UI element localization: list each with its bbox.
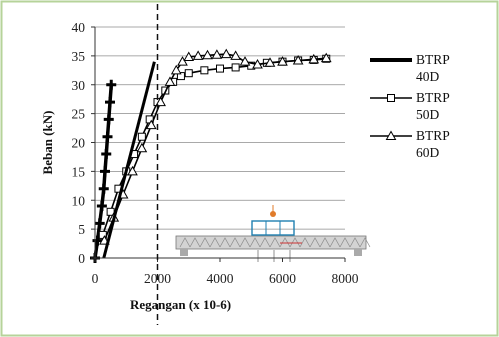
legend-label: 50D bbox=[416, 107, 440, 122]
x-tick-label: 8000 bbox=[332, 271, 359, 286]
y-tick-label: 20 bbox=[72, 136, 86, 151]
data-point bbox=[176, 72, 185, 81]
data-point bbox=[145, 119, 157, 130]
y-tick-label: 40 bbox=[72, 20, 86, 35]
data-point bbox=[202, 49, 213, 60]
data-point bbox=[106, 207, 115, 216]
inset-truss-segment bbox=[349, 237, 361, 248]
data-point bbox=[308, 53, 320, 64]
data-point bbox=[103, 114, 114, 125]
inset-truss-segment bbox=[239, 237, 251, 248]
inset-truss-segment bbox=[179, 237, 191, 248]
y-axis-title: Beban (kN) bbox=[40, 111, 55, 175]
inset-beam bbox=[175, 235, 367, 250]
legend-item: BTRP 50D bbox=[370, 90, 450, 122]
legend-label: 40D bbox=[416, 69, 440, 84]
y-tick-label: 30 bbox=[72, 78, 86, 93]
inset-support-right bbox=[354, 249, 362, 256]
data-point bbox=[200, 66, 209, 75]
data-point bbox=[183, 51, 195, 62]
inset-support-left bbox=[180, 249, 188, 256]
inset-truss-segment bbox=[279, 237, 291, 248]
legend-label: BTRP bbox=[416, 52, 450, 67]
inset-truss-segment bbox=[219, 237, 231, 248]
inset-truss-segment bbox=[299, 237, 311, 248]
inset-truss-segment bbox=[329, 237, 341, 248]
series-4 bbox=[102, 61, 156, 259]
x-tick-label: 4000 bbox=[207, 271, 234, 286]
series-3 bbox=[99, 48, 332, 245]
data-point bbox=[96, 201, 107, 212]
data-point bbox=[102, 131, 113, 142]
y-tick-label: 25 bbox=[72, 107, 86, 122]
x-tick-label: 6000 bbox=[269, 271, 296, 286]
legend-label: BTRP bbox=[416, 90, 450, 105]
inset-truss-segment bbox=[359, 237, 371, 248]
data-point bbox=[184, 69, 193, 78]
y-tick-label: 5 bbox=[78, 222, 85, 237]
data-point bbox=[211, 49, 223, 59]
data-point bbox=[94, 218, 105, 229]
y-tick-label: 15 bbox=[72, 164, 86, 179]
inset-truss-segment bbox=[189, 237, 201, 248]
series-line bbox=[102, 61, 156, 259]
data-point bbox=[98, 183, 109, 194]
data-point bbox=[239, 56, 251, 66]
inset-load-point bbox=[270, 211, 276, 217]
data-point bbox=[216, 64, 224, 73]
data-point bbox=[100, 166, 110, 177]
data-point bbox=[137, 132, 146, 141]
inset-truss-segment bbox=[269, 237, 281, 248]
data-point bbox=[292, 54, 304, 65]
inset-truss-segment bbox=[209, 237, 221, 248]
data-point bbox=[230, 50, 241, 60]
data-point bbox=[106, 79, 117, 90]
data-point bbox=[92, 235, 103, 246]
inset-truss-segment bbox=[249, 237, 261, 248]
data-point bbox=[136, 142, 148, 153]
data-point bbox=[264, 57, 276, 67]
inset-truss-segment bbox=[199, 237, 211, 248]
inset-plate bbox=[251, 220, 295, 236]
x-axis-title: Regangan (x 10-6) bbox=[130, 297, 231, 312]
data-point bbox=[220, 48, 232, 59]
data-point bbox=[127, 165, 138, 176]
y-tick-label: 0 bbox=[78, 251, 85, 266]
data-point bbox=[192, 50, 204, 60]
data-point bbox=[252, 59, 263, 69]
inset-truss-segment bbox=[259, 237, 271, 248]
data-point bbox=[231, 63, 240, 72]
inset-truss-segment bbox=[229, 237, 241, 248]
data-point bbox=[320, 52, 332, 63]
data-point bbox=[105, 97, 115, 108]
data-point bbox=[170, 64, 182, 75]
legend-swatch-marker bbox=[387, 94, 395, 102]
inset-truss-segment bbox=[339, 237, 351, 248]
inset-truss-segment bbox=[319, 237, 331, 248]
legend-swatch-marker bbox=[385, 130, 397, 140]
data-point bbox=[177, 56, 188, 66]
x-tick-label: 0 bbox=[92, 271, 99, 286]
legend-label: BTRP bbox=[416, 128, 450, 143]
legend-item: BTRP 40D bbox=[370, 52, 450, 84]
y-tick-label: 35 bbox=[72, 49, 86, 64]
data-point bbox=[164, 76, 176, 86]
inset-truss-segment bbox=[289, 237, 301, 248]
data-point bbox=[101, 149, 112, 160]
y-tick-label: 10 bbox=[72, 193, 86, 208]
data-point bbox=[277, 56, 288, 66]
data-point bbox=[155, 96, 166, 107]
legend-label: 60D bbox=[416, 145, 440, 160]
legend-item: BTRP 60D bbox=[370, 128, 450, 160]
inset-truss-segment bbox=[309, 237, 321, 248]
